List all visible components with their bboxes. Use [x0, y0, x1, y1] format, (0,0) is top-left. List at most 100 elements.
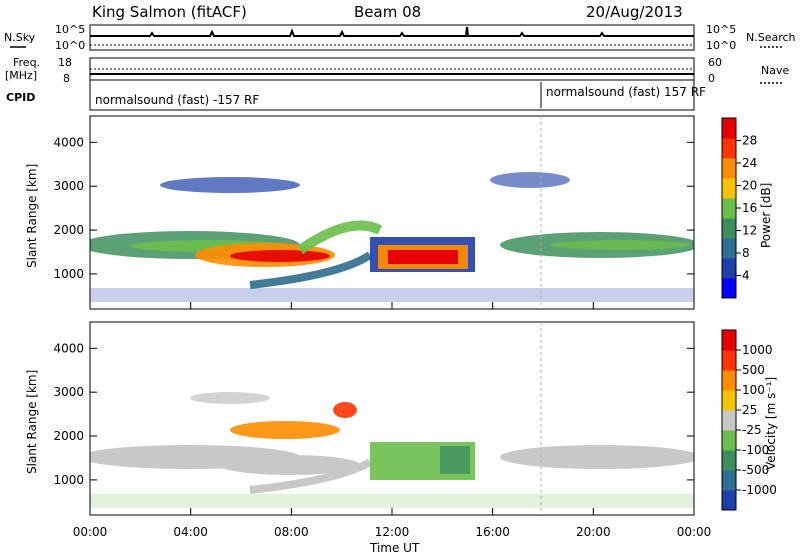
y-tick-label: 2000 — [53, 223, 84, 237]
power-panel: 4000 3000 2000 1000 Slant Range [km] — [25, 115, 695, 310]
colorbar-swatch — [722, 198, 736, 219]
colorbar-tick-label: 1000 — [742, 343, 773, 357]
power-band-right-core — [550, 240, 690, 250]
colorbar-tick-label: 500 — [742, 363, 765, 377]
nsky-strip: N.Sky 10^5 10^0 10^5 10^0 N.Search — [4, 23, 796, 52]
colorbar-swatch — [722, 178, 736, 199]
cpid-strip: CPID normalsound (fast) -157 RF normalso… — [6, 79, 706, 111]
colorbar-swatch — [722, 278, 736, 299]
vel-patch-red — [333, 402, 357, 418]
vel-noon-darkgreen — [440, 446, 470, 474]
colorbar-swatch — [722, 118, 736, 139]
colorbar-swatch — [722, 258, 736, 279]
beam-title: Beam 08 — [354, 3, 421, 21]
vel-near-range-scatter — [90, 494, 694, 508]
y-tick-label: 1000 — [53, 267, 84, 281]
x-tick-label: 08:00 — [274, 525, 309, 539]
y-tick-label: 1000 — [53, 473, 84, 487]
colorbar-tick-label: -100 — [742, 443, 769, 457]
colorbar-tick-label: -25 — [742, 423, 762, 437]
x-tick-label: 20:00 — [576, 525, 611, 539]
nsky-tick-low: 10^0 — [55, 39, 85, 52]
power-heatmap — [90, 172, 694, 302]
colorbar-swatch — [722, 350, 736, 371]
velocity-y-axis: 4000 3000 2000 1000 — [53, 341, 694, 487]
power-band-morning-core — [230, 250, 330, 262]
power-colorbar: 28 24 20 16 12 8 4 Power [dB] — [721, 117, 773, 299]
colorbar-tick-label: 4 — [742, 269, 750, 283]
nave-tick-low: 0 — [708, 72, 715, 85]
colorbar-swatch — [722, 370, 736, 391]
colorbar-tick-label: 16 — [742, 201, 757, 215]
colorbar-swatch — [722, 450, 736, 471]
colorbar-swatch — [722, 218, 736, 239]
cpid-2: normalsound (fast) 157 RF — [546, 85, 706, 99]
colorbar-tick-label: -1000 — [742, 483, 777, 497]
x-tick-label: 16:00 — [475, 525, 510, 539]
colorbar-tick-label: 12 — [742, 224, 757, 238]
colorbar-swatch — [722, 490, 736, 511]
nave-tick-high: 60 — [708, 56, 722, 69]
x-tick-label: 00:00 — [677, 525, 712, 539]
colorbar-swatch — [722, 138, 736, 159]
nsearch-label: N.Search — [746, 31, 796, 44]
freq-tick-high: 18 — [58, 56, 72, 69]
cpid-1: normalsound (fast) -157 RF — [95, 93, 259, 107]
freq-unit: [MHz] — [5, 69, 37, 82]
colorbar-swatch — [722, 390, 736, 411]
nsky-trace — [90, 26, 694, 37]
x-tick-label: 04:00 — [173, 525, 208, 539]
nsearch-tick-high: 10^5 — [706, 23, 736, 36]
colorbar-tick-label: 28 — [742, 134, 757, 148]
power-arc-lower — [249, 251, 373, 289]
y-tick-label: 3000 — [53, 385, 84, 399]
colorbar-tick-label: 8 — [742, 246, 750, 260]
velocity-heatmap — [90, 392, 694, 508]
colorbar-tick-label: 20 — [742, 179, 757, 193]
power-patch-high-left — [160, 177, 300, 193]
vel-ground-morning — [220, 455, 360, 475]
power-arc-upper — [297, 220, 383, 255]
y-tick-label: 3000 — [53, 179, 84, 193]
y-tick-label: 4000 — [53, 341, 84, 355]
y-tick-label: 2000 — [53, 429, 84, 443]
power-y-axis: 4000 3000 2000 1000 — [53, 135, 694, 281]
station-title: King Salmon (fitACF) — [92, 3, 247, 21]
colorbar-swatch — [722, 410, 736, 431]
nave-label: Nave — [761, 64, 789, 77]
velocity-colorbar-label: Velocity [m s⁻¹] — [764, 377, 778, 470]
power-near-range-scatter — [90, 288, 694, 302]
velocity-colorbar: 1000 500 100 25 -25 -100 -500 -1000 Velocity [m… — [721, 329, 778, 511]
x-tick-label: 00:00 — [73, 525, 108, 539]
vel-patch-orange — [230, 421, 340, 439]
nsky-tick-high: 10^5 — [55, 23, 85, 36]
freq-tick-low: 8 — [63, 72, 70, 85]
colorbar-tick-label: 24 — [742, 156, 757, 170]
y-tick-label: 4000 — [53, 135, 84, 149]
colorbar-tick-label: 100 — [742, 383, 765, 397]
power-patch-high-right — [490, 172, 570, 188]
vel-ground-right — [500, 445, 694, 469]
colorbar-swatch — [722, 330, 736, 351]
velocity-ylabel: Slant Range [km] — [25, 370, 39, 474]
time-axis: 00:00 04:00 08:00 12:00 16:00 20:00 00:00 — [73, 302, 712, 539]
freq-label: Freq. — [13, 56, 40, 69]
colorbar-swatch — [722, 430, 736, 451]
colorbar-tick-label: -500 — [742, 463, 769, 477]
x-tick-label: 12:00 — [375, 525, 410, 539]
colorbar-swatch — [722, 158, 736, 179]
colorbar-swatch — [722, 470, 736, 491]
nsearch-tick-low: 10^0 — [706, 39, 736, 52]
velocity-panel: 4000 3000 2000 1000 Slant Range [km] — [25, 321, 695, 516]
time-axis-label: Time UT — [369, 541, 420, 554]
power-noon-core — [388, 250, 458, 264]
colorbar-swatch — [722, 238, 736, 259]
nsky-label: N.Sky — [4, 31, 36, 44]
power-ylabel: Slant Range [km] — [25, 164, 39, 268]
power-colorbar-label: Power [dB] — [759, 183, 773, 248]
freq-strip: Freq. [MHz] 18 8 60 0 Nave — [5, 56, 789, 85]
vel-patch-high-left — [190, 392, 270, 404]
colorbar-tick-label: 25 — [742, 403, 757, 417]
cpid-label: CPID — [6, 91, 35, 104]
